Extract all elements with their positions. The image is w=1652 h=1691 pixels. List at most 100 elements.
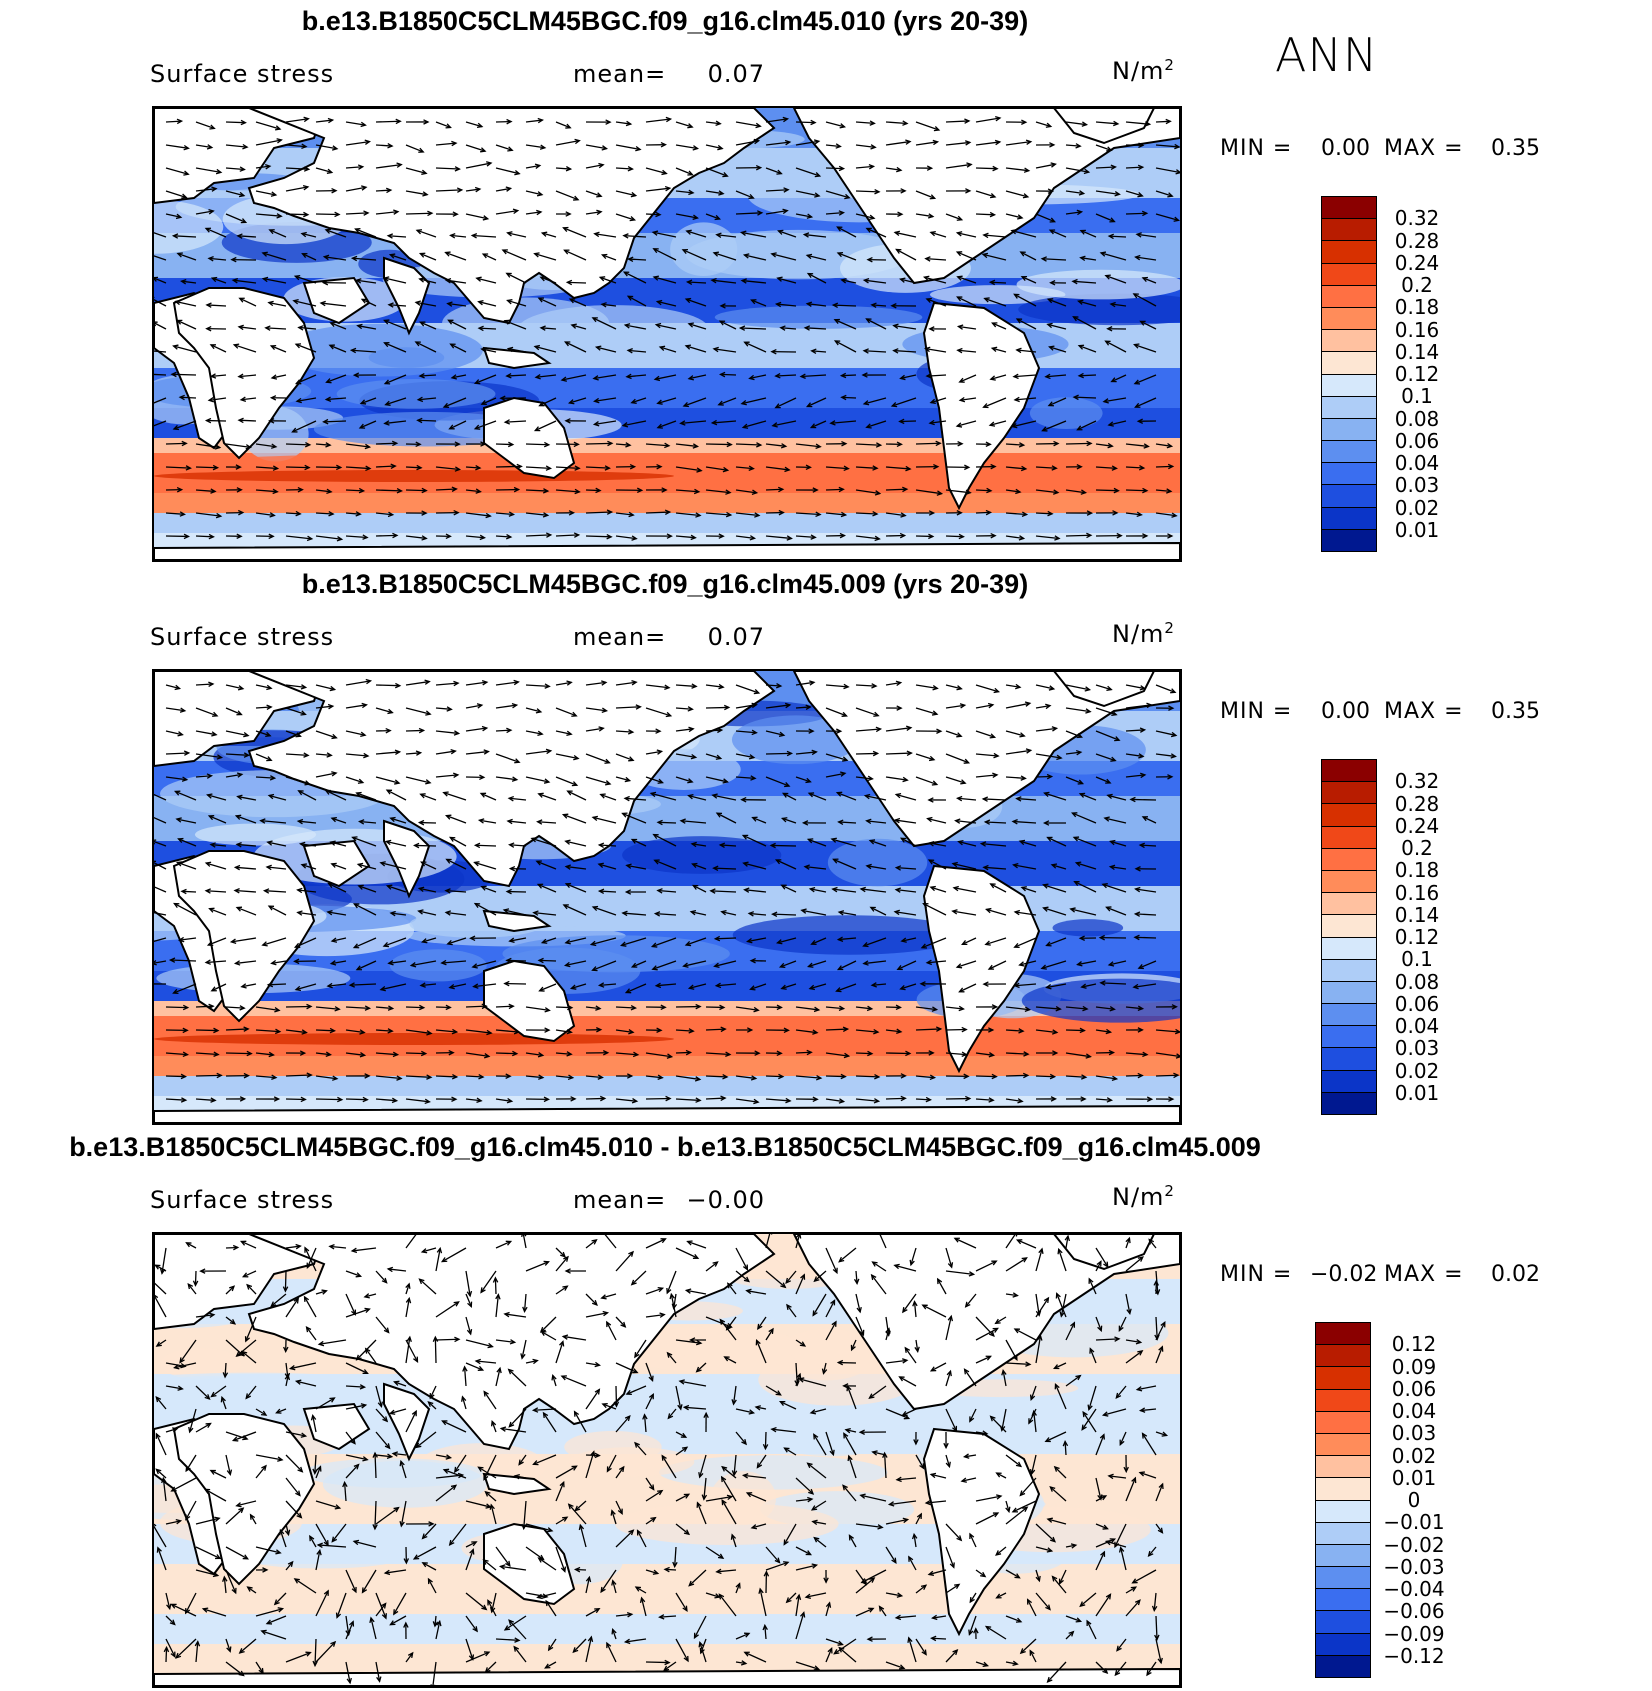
stress-vector: [975, 1097, 995, 1103]
stress-vector: [375, 1453, 394, 1460]
stress-vector: [585, 440, 614, 447]
stress-vector: [322, 254, 347, 261]
stress-vector: [416, 396, 437, 403]
stress-vector: [585, 119, 612, 125]
stress-vector: [345, 185, 368, 192]
stress-vector: [1035, 162, 1057, 169]
stress-vector: [195, 681, 215, 688]
stress-vector: [375, 1506, 400, 1525]
stress-vector: [1065, 1374, 1082, 1387]
stress-vector: [836, 936, 857, 942]
stress-vector: [154, 839, 167, 847]
stress-vector: [222, 1362, 229, 1379]
stress-vector: [533, 252, 557, 261]
stress-vector: [678, 1379, 707, 1387]
stress-vector: [754, 1405, 767, 1411]
stress-field-contour: [154, 1372, 363, 1389]
stress-vector: [825, 1073, 847, 1080]
stress-vector: [1035, 465, 1058, 471]
stress-vector: [885, 1095, 907, 1102]
stress-field-contour: [714, 305, 923, 329]
stress-vector: [255, 488, 279, 495]
stress-vector: [255, 190, 278, 197]
stress-vector: [405, 1074, 433, 1080]
stress-vector: [385, 884, 407, 893]
stress-vector: [705, 441, 733, 448]
colorbar-swatch: [1322, 462, 1376, 485]
stress-vector: [435, 730, 461, 736]
stress-vector: [1005, 511, 1029, 517]
stress-vector: [473, 374, 497, 385]
stress-vector: [893, 1263, 917, 1272]
stress-vector: [615, 120, 633, 127]
stress-vector: [899, 983, 917, 991]
stress-vector: [825, 1005, 846, 1011]
colorbar-tick-label: 0.04: [1394, 451, 1440, 475]
stress-vector: [783, 1523, 797, 1546]
landmass: [1052, 671, 1156, 708]
stress-vector: [853, 1270, 860, 1286]
stress-vector: [405, 1651, 414, 1663]
colorbar-swatch: [1322, 197, 1376, 219]
stress-vector: [1095, 1006, 1116, 1012]
map-panel-model-010: b.e13.B1850C5CLM45BGC.f09_g16.clm45.010 …: [0, 0, 1652, 563]
colorbar-labels: 0.12 0.09 0.06 0.04 0.03 0.02 0.01 0 −0.01 −0.02−…: [1382, 1322, 1444, 1678]
stress-vector: [300, 863, 317, 870]
stress-vector: [600, 1293, 617, 1300]
stress-vector: [681, 249, 707, 261]
colorbar-tick-label: 0.03: [1391, 1421, 1437, 1446]
stress-vector: [506, 818, 527, 825]
stress-vector: [566, 790, 587, 801]
stress-vector: [326, 982, 347, 989]
stress-vector: [945, 533, 965, 540]
stress-vector: [555, 1516, 569, 1525]
stress-vector: [855, 465, 879, 471]
stress-vector: [1095, 684, 1113, 692]
stress-vector: [165, 533, 191, 540]
stress-vector: [925, 297, 947, 307]
stress-vector: [904, 1346, 917, 1364]
stress-vector: [1125, 772, 1147, 779]
stress-vector: [585, 1388, 601, 1410]
stress-vector: [645, 509, 672, 515]
stress-vector: [945, 1095, 972, 1102]
stress-vector: [855, 1005, 874, 1012]
colorbar-tick-label: 0.02: [1394, 495, 1440, 520]
stress-vector: [1029, 1454, 1037, 1476]
stress-vector: [825, 1052, 851, 1059]
stress-vector: [840, 394, 857, 401]
stress-vector: [1005, 1028, 1025, 1034]
stress-vector: [382, 937, 407, 948]
stress-vector: [1125, 1072, 1144, 1079]
stress-vector: [825, 1601, 832, 1617]
stress-vector: [405, 776, 432, 785]
stress-vector: [615, 1005, 638, 1011]
stress-vector: [956, 347, 977, 354]
stress-field-contour: [154, 470, 674, 482]
stress-vector: [273, 1592, 287, 1606]
colorbar-tick-label: 0.01: [1394, 517, 1440, 542]
stress-vector: [285, 776, 311, 786]
stress-vector: [825, 511, 848, 518]
stress-vector: [1125, 1293, 1132, 1316]
stress-vector: [1095, 707, 1118, 716]
stress-vector: [195, 144, 214, 150]
stress-vector: [594, 345, 617, 353]
stress-vector: [555, 211, 572, 217]
stress-vector: [420, 861, 437, 870]
stress-vector: [345, 1073, 371, 1079]
stress-vector: [1141, 276, 1157, 284]
stress-field-contour: [569, 1447, 695, 1477]
stress-vector: [765, 1327, 774, 1341]
stress-vector: [544, 1661, 557, 1669]
stress-vector: [165, 511, 186, 517]
stress-vector: [675, 1247, 700, 1259]
stress-vector: [1095, 1433, 1105, 1456]
stress-vector: [825, 121, 847, 129]
stress-vector: [795, 534, 817, 540]
stress-vector: [592, 420, 617, 427]
colorbar-tick-label: 0.12: [1394, 925, 1440, 949]
stress-vector: [465, 186, 482, 193]
stress-vector: [1095, 465, 1118, 471]
stress-vector: [1065, 1005, 1089, 1012]
